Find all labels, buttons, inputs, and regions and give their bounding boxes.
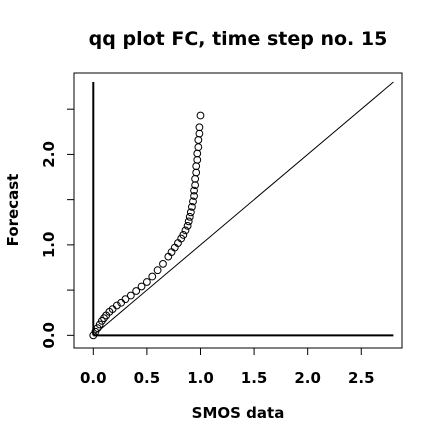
- data-point: [196, 111, 205, 120]
- data-point: [190, 186, 198, 195]
- data-point: [188, 202, 196, 211]
- identity-line: [92, 81, 394, 336]
- data-point: [121, 295, 130, 304]
- x-axis-label: SMOS data: [192, 404, 285, 422]
- data-point: [159, 259, 167, 268]
- x-tick-label: 0.5: [134, 369, 161, 387]
- data-point: [193, 149, 202, 158]
- y-axis-label: Forecast: [4, 174, 22, 247]
- data-point: [183, 221, 192, 230]
- data-point: [179, 231, 188, 239]
- data-point: [97, 316, 106, 325]
- data-point: [100, 314, 108, 323]
- chart-title: qq plot FC, time step no. 15: [89, 28, 388, 50]
- y-axis: 0.0 1.0 2.0: [40, 108, 74, 349]
- data-point: [181, 226, 190, 235]
- x-tick-label: 2.5: [348, 369, 375, 387]
- y-tick-label: 1.0: [40, 232, 58, 259]
- y-tick-label: 0.0: [40, 322, 58, 349]
- data-point: [153, 266, 162, 275]
- data-point: [189, 197, 197, 206]
- data-point: [132, 287, 141, 295]
- data-point: [195, 129, 204, 138]
- data-point: [190, 192, 198, 200]
- data-point: [191, 174, 200, 183]
- x-tick-label: 2.0: [294, 369, 321, 387]
- x-tick-label: 0.0: [80, 369, 107, 387]
- data-point: [137, 282, 146, 291]
- reference-lines: [92, 81, 394, 337]
- data-point: [186, 208, 195, 217]
- data-point: [185, 212, 194, 221]
- x-tick-label: 1.5: [241, 369, 268, 387]
- data-point: [148, 272, 157, 281]
- plot-frame: [73, 72, 403, 349]
- data-point: [193, 155, 202, 164]
- x-axis: 0.0 0.5 1.0 1.5 2.0 2.5: [80, 348, 375, 387]
- data-point: [194, 143, 203, 152]
- data-point: [126, 291, 135, 300]
- data-point: [195, 123, 204, 132]
- data-point: [184, 217, 193, 226]
- x-tick-label: 1.0: [187, 369, 214, 387]
- y-tick-label: 2.0: [40, 141, 58, 168]
- data-point: [194, 136, 203, 144]
- data-point: [142, 278, 151, 286]
- data-point: [192, 162, 201, 171]
- data-points: [89, 111, 205, 340]
- data-point: [192, 168, 201, 177]
- data-point: [112, 301, 121, 310]
